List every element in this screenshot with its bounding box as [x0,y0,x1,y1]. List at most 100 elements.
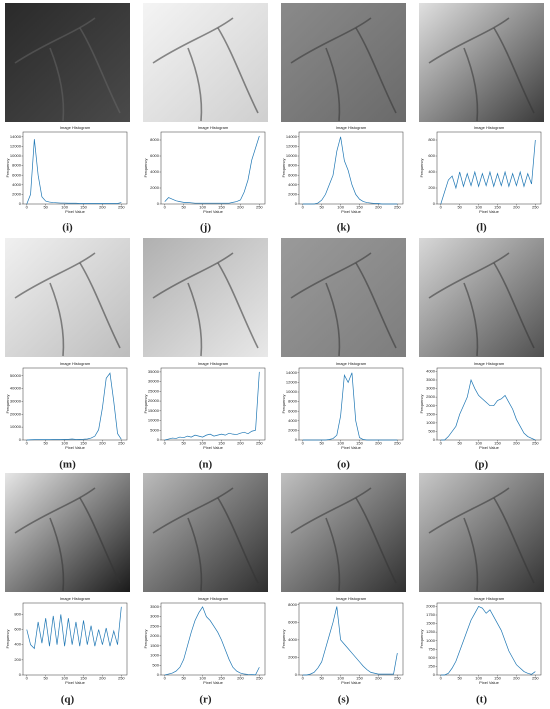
y-tick-label: 8000 [288,163,298,168]
histogram-line [302,372,398,441]
vessel [79,262,121,349]
histogram-frame [298,131,404,205]
x-tick-label: 200 [237,205,244,210]
x-tick-label: 200 [375,676,382,681]
histogram-frame [298,367,404,441]
x-tick-label: 0 [440,676,443,681]
y-axis-label: Frequency [419,159,424,178]
y-tick-label: 6000 [288,619,298,624]
x-tick-label: 200 [237,676,244,681]
x-tick-label: 250 [118,205,125,210]
histogram-frame [22,367,128,441]
x-tick-label: 200 [99,676,106,681]
x-tick-label: 250 [118,441,125,446]
y-tick-label: 0 [19,201,22,206]
y-tick-label: 3500 [150,604,160,609]
x-tick-label: 150 [218,676,225,681]
vessel [325,282,341,357]
y-tick-label: 0 [433,437,436,442]
x-axis-label: Pixel Value [203,680,223,685]
y-tick-label: 2000 [288,191,298,196]
x-tick-label: 0 [302,441,305,446]
y-tick-label: 400 [14,642,21,647]
vessel [152,487,234,534]
y-tick-label: 800 [14,611,21,616]
vessel [217,27,259,114]
angiogram-image [5,473,130,592]
x-axis-label: Pixel Value [341,445,361,450]
histogram-title: Image Histogram [60,361,91,366]
angiogram-image [5,238,130,357]
panel-label: (i) [62,222,73,234]
y-tick-label: 10000 [10,153,22,158]
y-tick-label: 0 [157,437,160,442]
panel-label: (r) [199,694,212,706]
y-axis-label: Frequency [5,395,10,414]
x-tick-label: 250 [394,205,401,210]
panel-label: (n) [199,459,213,471]
vessel [217,497,259,584]
histogram-frame [22,602,128,676]
y-axis-label: Frequency [5,630,10,649]
x-tick-label: 50 [457,441,462,446]
x-tick-label: 150 [356,205,363,210]
histogram-frame [22,131,128,205]
x-tick-label: 100 [61,205,68,210]
angiogram-image [419,473,544,592]
vessel [79,497,121,584]
y-tick-label: 0 [433,672,436,677]
y-tick-label: 20000 [10,411,22,416]
y-tick-label: 50000 [10,373,22,378]
y-tick-label: 1500 [150,643,160,648]
y-tick-label: 2000 [288,655,298,660]
y-tick-label: 10000 [148,418,160,423]
histogram-title: Image Histogram [336,361,367,366]
x-tick-label: 250 [118,676,125,681]
y-tick-label: 1500 [426,621,436,626]
histogram-title: Image Histogram [60,596,91,601]
histogram-line [26,606,122,650]
y-tick-label: 10000 [286,153,298,158]
vessel [49,517,65,592]
panel-label: (k) [337,222,351,234]
x-tick-label: 200 [375,205,382,210]
x-tick-label: 250 [394,676,401,681]
x-tick-label: 0 [26,205,29,210]
y-tick-label: 6000 [150,153,160,158]
vessel [428,17,510,64]
panel-label: (p) [475,459,489,471]
x-tick-label: 100 [61,441,68,446]
histogram-frame [436,131,542,205]
x-tick-label: 200 [513,441,520,446]
x-axis-label: Pixel Value [203,209,223,214]
y-tick-label: 15000 [148,408,160,413]
y-tick-label: 1500 [426,411,436,416]
histogram-title: Image Histogram [60,125,91,130]
histogram-line [164,135,260,204]
y-tick-label: 4000 [288,418,298,423]
histogram-title: Image Histogram [474,361,505,366]
x-axis-label: Pixel Value [65,680,85,685]
histogram-title: Image Histogram [474,596,505,601]
y-tick-label: 8000 [150,137,160,142]
x-tick-label: 250 [532,441,539,446]
y-tick-label: 10000 [286,389,298,394]
x-tick-label: 50 [457,205,462,210]
panel-label: (t) [476,694,487,706]
vessel [428,487,510,534]
x-tick-label: 150 [218,205,225,210]
x-tick-label: 150 [356,676,363,681]
histogram-title: Image Histogram [198,361,229,366]
histogram-line [440,605,536,676]
y-axis-label: Frequency [419,630,424,649]
y-tick-label: 1000 [426,420,436,425]
x-tick-label: 0 [26,676,29,681]
y-axis-label: Frequency [281,630,286,649]
x-tick-label: 100 [475,205,482,210]
y-tick-label: 6000 [288,408,298,413]
angiogram-image [143,473,268,592]
x-tick-label: 50 [319,676,324,681]
y-tick-label: 0 [157,201,160,206]
vessel [493,497,535,584]
y-tick-label: 600 [14,627,21,632]
